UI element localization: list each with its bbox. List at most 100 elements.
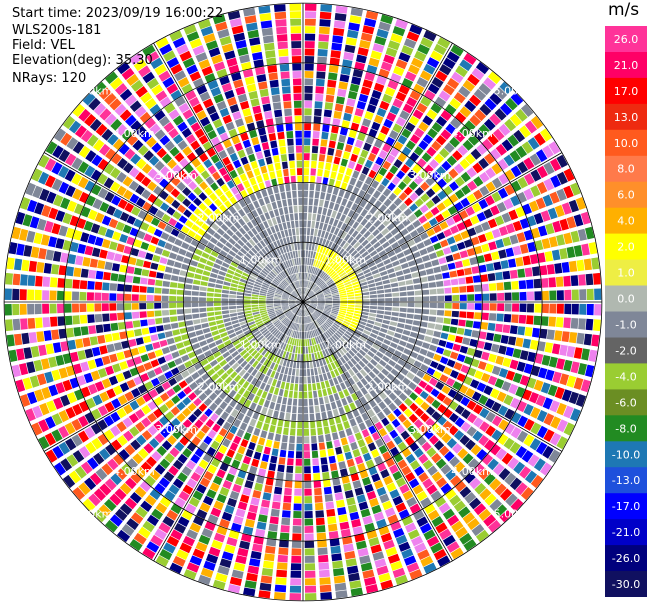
- velocity-gate: [125, 477, 137, 490]
- velocity-gate: [229, 309, 237, 314]
- velocity-gate: [459, 250, 469, 259]
- velocity-gate: [331, 335, 338, 342]
- velocity-gate: [121, 67, 135, 81]
- velocity-gate: [291, 555, 302, 563]
- velocity-gate: [280, 325, 286, 332]
- velocity-gate: [274, 486, 283, 495]
- velocity-gate: [200, 567, 214, 578]
- velocity-gate: [426, 109, 438, 120]
- velocity-gate: [509, 359, 519, 370]
- velocity-gate: [545, 223, 555, 235]
- velocity-gate: [340, 260, 347, 267]
- azimuth-line: [302, 301, 563, 452]
- velocity-gate: [192, 285, 200, 291]
- velocity-gate: [476, 143, 488, 155]
- velocity-gate: [297, 273, 300, 280]
- velocity-gate: [358, 349, 367, 357]
- velocity-gate: [296, 160, 303, 168]
- velocity-gate: [338, 430, 346, 439]
- velocity-gate: [261, 568, 273, 577]
- velocity-gate: [197, 228, 206, 237]
- velocity-gate: [309, 338, 312, 346]
- velocity-gate: [363, 268, 371, 275]
- velocity-gate: [491, 228, 501, 239]
- velocity-gate: [353, 355, 361, 363]
- velocity-gate: [327, 185, 333, 194]
- velocity-gate: [473, 176, 484, 187]
- velocity-gate: [303, 250, 306, 258]
- velocity-gate: [428, 316, 437, 322]
- velocity-gate: [510, 498, 524, 512]
- velocity-gate: [373, 395, 382, 404]
- velocity-gate: [224, 385, 232, 394]
- velocity-gate: [226, 229, 234, 237]
- velocity-gate: [178, 102, 190, 114]
- velocity-gate: [328, 417, 335, 426]
- velocity-gate: [137, 145, 149, 156]
- velocity-gate: [340, 324, 348, 330]
- velocity-gate: [305, 585, 317, 593]
- velocity-gate: [164, 490, 176, 502]
- velocity-gate: [226, 415, 235, 424]
- velocity-gate: [318, 237, 324, 245]
- velocity-gate: [304, 331, 307, 339]
- velocity-gate: [223, 455, 232, 465]
- velocity-gate: [397, 441, 407, 452]
- velocity-gate: [317, 302, 325, 305]
- velocity-gate: [270, 337, 277, 344]
- velocity-gate: [314, 487, 322, 496]
- velocity-gate: [355, 255, 363, 263]
- velocity-gate: [300, 272, 302, 280]
- velocity-gate: [382, 188, 392, 197]
- velocity-gate: [246, 408, 254, 418]
- velocity-gate: [339, 521, 350, 530]
- velocity-gate: [270, 508, 280, 517]
- velocity-gate: [291, 338, 295, 346]
- velocity-gate: [338, 461, 347, 470]
- velocity-gate: [424, 503, 436, 515]
- velocity-gate: [89, 472, 102, 486]
- velocity-gate: [68, 120, 82, 134]
- velocity-gate: [371, 415, 380, 424]
- velocity-gate: [312, 360, 317, 368]
- velocity-gate: [339, 74, 350, 83]
- velocity-gate: [386, 268, 395, 274]
- velocity-gate: [300, 250, 303, 258]
- velocity-gate: [129, 539, 143, 551]
- velocity-gate: [224, 277, 232, 283]
- velocity-gate: [389, 321, 398, 327]
- velocity-gate: [402, 218, 411, 227]
- velocity-gate: [261, 269, 268, 276]
- velocity-gate: [314, 352, 318, 360]
- velocity-gate: [390, 227, 399, 236]
- velocity-gate: [479, 421, 490, 433]
- velocity-gate: [322, 471, 330, 480]
- velocity-gate: [338, 313, 345, 318]
- velocity-gate: [245, 344, 253, 352]
- velocity-gate: [381, 417, 390, 427]
- velocity-gate: [559, 373, 569, 386]
- velocity-gate: [311, 353, 315, 361]
- velocity-gate: [258, 413, 266, 422]
- velocity-gate: [258, 304, 266, 307]
- velocity-gate: [144, 475, 156, 487]
- velocity-gate: [243, 269, 251, 275]
- velocity-gate: [150, 57, 164, 70]
- velocity-gate: [373, 511, 385, 522]
- velocity-gate: [40, 234, 50, 246]
- velocity-gate: [293, 361, 297, 369]
- velocity-gate: [357, 323, 366, 329]
- velocity-gate: [283, 261, 288, 269]
- velocity-gate: [229, 287, 238, 291]
- velocity-gate: [304, 481, 312, 489]
- velocity-gate: [413, 83, 425, 95]
- velocity-gate: [73, 267, 82, 277]
- velocity-gate: [178, 248, 187, 256]
- velocity-gate: [147, 181, 157, 192]
- velocity-gate: [324, 322, 331, 328]
- velocity-gate: [315, 328, 320, 336]
- velocity-gate: [91, 154, 103, 167]
- velocity-gate: [311, 283, 316, 290]
- velocity-gate: [247, 278, 256, 283]
- velocity-gate: [320, 192, 326, 200]
